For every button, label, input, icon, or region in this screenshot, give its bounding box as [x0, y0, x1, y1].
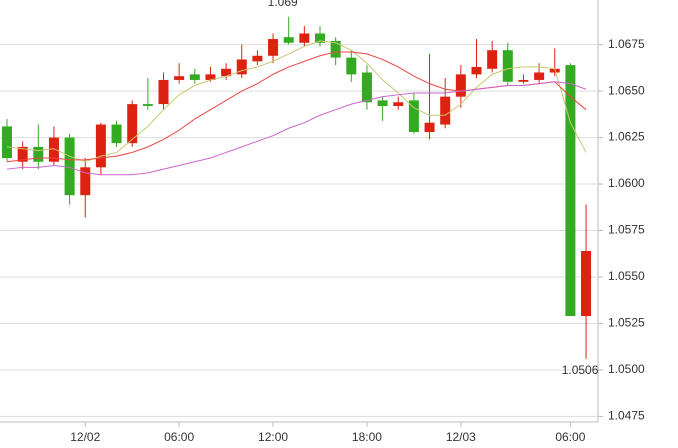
extreme-label: 1.069: [268, 0, 298, 9]
y-tick-label: 1.0525: [608, 316, 645, 330]
candle-body: [236, 59, 247, 75]
candle-body: [111, 124, 122, 144]
y-tick-label: 1.0625: [608, 130, 645, 144]
candle-body: [95, 124, 106, 168]
candle-body: [565, 65, 576, 317]
candle-body: [127, 104, 138, 144]
y-tick-label: 1.0650: [608, 83, 645, 97]
candle-body: [142, 104, 153, 106]
extreme-label: 1.0506: [562, 363, 599, 377]
candle-body: [581, 250, 592, 317]
candle-body: [346, 57, 357, 75]
candle-body: [268, 39, 279, 56]
candle-body: [315, 33, 325, 43]
x-tick-label: 18:00: [352, 430, 382, 444]
candle-body: [471, 66, 482, 75]
candle-body: [64, 137, 75, 196]
y-tick-label: 1.0475: [608, 409, 645, 423]
x-tick-label: 12:00: [258, 430, 288, 444]
x-tick-label: 12/03: [446, 430, 476, 444]
candle-body: [361, 72, 372, 103]
y-tick-label: 1.0675: [608, 37, 645, 51]
candle-body: [424, 122, 435, 132]
candle-body: [393, 102, 404, 106]
candle-body: [534, 72, 545, 80]
y-tick-label: 1.0600: [608, 176, 645, 190]
y-tick-label: 1.0500: [608, 362, 645, 376]
candle-body: [221, 68, 232, 77]
ma-line: [6, 81, 587, 176]
y-tick-label: 1.0575: [608, 223, 645, 237]
y-tick-label: 1.0550: [608, 269, 645, 283]
ma-line: [6, 51, 587, 163]
candle-body: [17, 146, 28, 162]
candle-body: [189, 74, 200, 80]
candle-body: [518, 79, 529, 82]
candle-body: [48, 137, 59, 162]
x-tick-label: 06:00: [164, 430, 194, 444]
ma-line: [6, 40, 587, 163]
candle-body: [33, 146, 44, 162]
candle-body: [502, 50, 513, 82]
candle-body: [158, 79, 169, 105]
candle-body: [487, 50, 498, 69]
candle-body: [440, 96, 451, 125]
candle-body: [330, 40, 341, 58]
candle-body: [549, 68, 560, 73]
candle-body: [252, 55, 263, 62]
candle-body: [408, 100, 419, 132]
candle-body: [377, 100, 388, 106]
x-tick-label: 12/02: [70, 430, 100, 444]
candle-body: [455, 74, 466, 97]
candle-body: [205, 74, 216, 80]
candle-body: [80, 167, 91, 196]
x-tick-label: 06:00: [555, 430, 585, 444]
candle-body: [174, 76, 185, 80]
candle-body: [299, 33, 310, 43]
candle-body: [2, 126, 12, 159]
candle-body: [283, 37, 294, 43]
